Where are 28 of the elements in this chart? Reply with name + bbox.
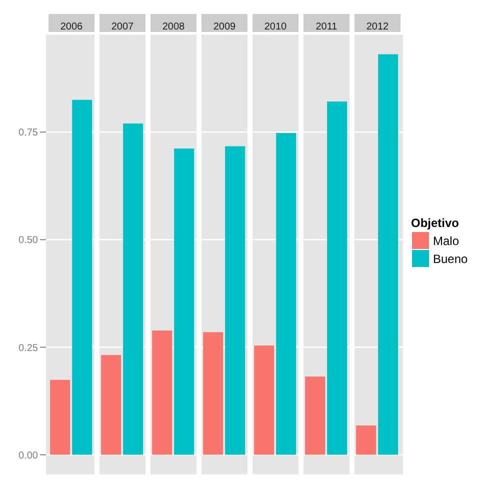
- x-tick-label: 2012: [366, 22, 390, 33]
- bar: [254, 345, 274, 455]
- y-tick-label: 0.25: [18, 342, 38, 354]
- x-tick-label: 2008: [162, 22, 186, 33]
- bar: [152, 330, 172, 455]
- bar: [225, 146, 246, 455]
- x-tick-label: 2007: [111, 22, 134, 33]
- bar: [50, 380, 70, 455]
- legend-title: Objetivo: [411, 216, 460, 230]
- bar: [203, 332, 224, 455]
- bar: [305, 376, 326, 455]
- bar: [356, 426, 376, 455]
- bar: [72, 100, 92, 455]
- bar: [101, 354, 122, 455]
- x-tick-label: 2006: [60, 22, 84, 33]
- y-tick-label: 0.00: [18, 450, 38, 462]
- legend-label: Bueno: [433, 252, 468, 266]
- bar: [327, 102, 348, 455]
- x-tick-label: 2010: [264, 22, 288, 33]
- bar: [174, 148, 194, 455]
- bar: [123, 123, 144, 455]
- bar: [276, 132, 296, 455]
- x-tick-label: 2011: [316, 22, 338, 33]
- y-tick-label: 0.50: [18, 235, 38, 246]
- y-tick-label: 0.75: [18, 128, 38, 139]
- bar: [378, 54, 398, 455]
- legend-label: Malo: [433, 234, 460, 248]
- x-tick-label: 2009: [213, 22, 236, 33]
